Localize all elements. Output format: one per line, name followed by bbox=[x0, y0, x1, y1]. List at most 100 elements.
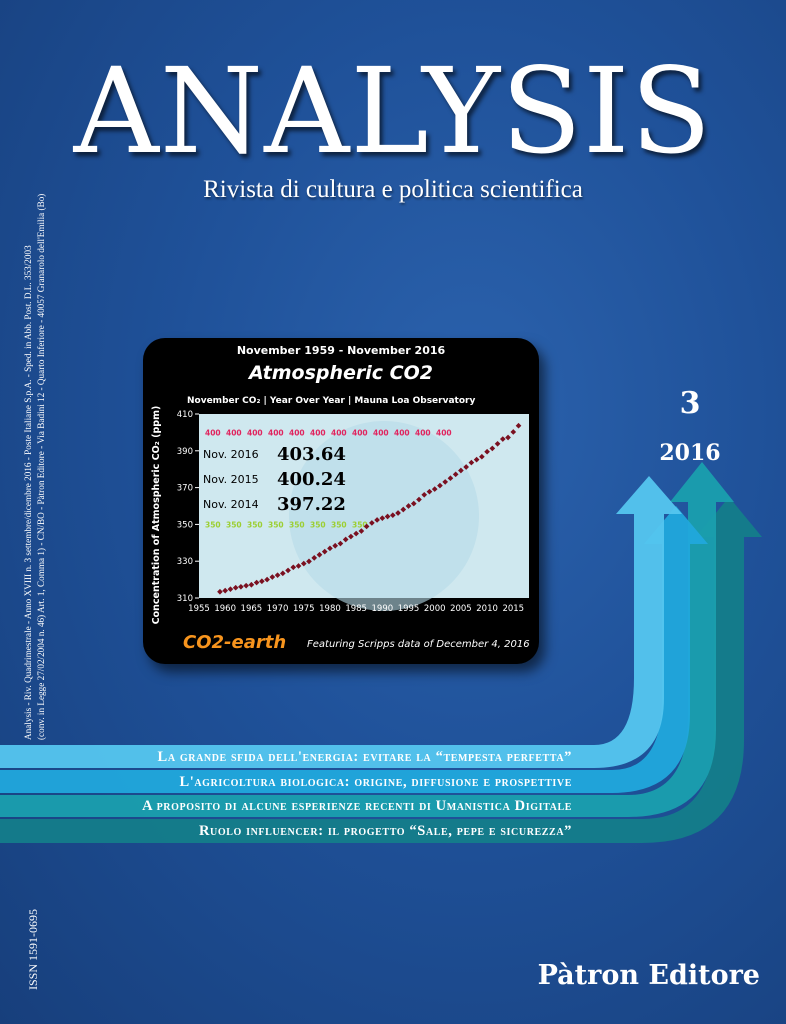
headline-2[interactable]: L'agricoltura biologica: origine, diffus… bbox=[179, 774, 572, 790]
data-point bbox=[353, 530, 359, 537]
x-tick-label: 1955 bbox=[188, 604, 210, 614]
data-point bbox=[515, 422, 522, 429]
chart-subtitle: November CO₂ | Year Over Year | Mauna Lo… bbox=[187, 396, 476, 406]
data-point bbox=[332, 542, 339, 549]
data-point bbox=[227, 586, 234, 592]
data-point bbox=[337, 540, 344, 547]
data-point bbox=[410, 500, 417, 507]
data-point bbox=[389, 512, 396, 519]
chart-y-axis-label: Concentration of Atmospheric CO₂ (ppm) bbox=[151, 405, 162, 625]
issue-year: 2016 bbox=[659, 440, 721, 466]
data-point bbox=[484, 448, 490, 455]
reading-value: 397.22 bbox=[277, 494, 346, 515]
data-point bbox=[238, 583, 244, 590]
data-point bbox=[285, 567, 291, 574]
data-point bbox=[379, 515, 386, 521]
co2-chart-plot: 310 330 350 370 390 410 1955 1960 1965 1970 1975 19… bbox=[177, 410, 529, 614]
x-tick-label: 2015 bbox=[502, 604, 524, 614]
data-point bbox=[442, 479, 449, 485]
reference-line-label: 400 bbox=[415, 428, 431, 437]
reading-value: 400.24 bbox=[277, 469, 346, 490]
data-point bbox=[458, 467, 464, 474]
reference-line-label: 400 bbox=[331, 428, 347, 437]
data-point bbox=[479, 453, 485, 460]
data-point bbox=[274, 572, 281, 579]
data-point bbox=[384, 513, 391, 520]
reference-line-label: 350 bbox=[289, 520, 305, 529]
data-point bbox=[405, 503, 412, 509]
data-point bbox=[321, 548, 328, 555]
y-tick-label: 410 bbox=[177, 410, 193, 420]
x-tick-label: 1985 bbox=[345, 604, 367, 614]
y-tick-label: 390 bbox=[177, 447, 193, 457]
data-point bbox=[400, 506, 407, 513]
data-point bbox=[395, 510, 401, 516]
co2-chart-panel: 310 330 350 370 390 410 1955 1960 1965 1970 1975 19… bbox=[143, 338, 539, 664]
reference-line-label: 350 bbox=[247, 520, 263, 529]
chart-supertitle: November 1959 - November 2016 bbox=[236, 344, 446, 357]
data-point bbox=[306, 558, 312, 565]
data-point bbox=[421, 491, 428, 498]
chart-footer: Featuring Scripps data of December 4, 20… bbox=[307, 639, 530, 650]
data-point bbox=[473, 456, 480, 463]
chart-title: Atmospheric CO2 bbox=[249, 362, 433, 384]
arrow-ribbon-2 bbox=[0, 506, 708, 793]
reference-line-label: 350 bbox=[205, 520, 221, 529]
reference-line-label: 400 bbox=[205, 428, 221, 437]
reference-line-label: 400 bbox=[289, 428, 305, 437]
reference-line-label: 350 bbox=[268, 520, 284, 529]
x-tick-label: 1980 bbox=[319, 604, 341, 614]
reading-label: Nov. 2014 bbox=[203, 498, 259, 511]
data-point bbox=[327, 545, 333, 552]
headline-1[interactable]: La grande sfida dell'energia: evitare la… bbox=[157, 749, 572, 765]
y-tick-label: 370 bbox=[177, 484, 193, 494]
data-point bbox=[463, 464, 469, 470]
reference-line-label: 400 bbox=[394, 428, 410, 437]
publisher-name: Pàtron Editore bbox=[537, 960, 760, 991]
x-tick-label: 1960 bbox=[214, 604, 236, 614]
masthead-subtitle: Rivista di cultura e politica scientific… bbox=[203, 176, 583, 203]
reference-line-label: 350 bbox=[310, 520, 326, 529]
globe-watermark bbox=[289, 421, 479, 611]
data-point bbox=[342, 536, 349, 543]
data-point bbox=[437, 482, 443, 489]
data-point bbox=[311, 555, 318, 561]
data-point bbox=[447, 475, 454, 482]
reference-line-label: 400 bbox=[268, 428, 284, 437]
masthead-title: ANALYSIS bbox=[73, 42, 713, 180]
y-tick-label: 330 bbox=[177, 557, 193, 567]
reference-line-label: 400 bbox=[226, 428, 242, 437]
reading-label: Nov. 2015 bbox=[203, 473, 259, 486]
x-tick-label: 1990 bbox=[372, 604, 394, 614]
headline-3[interactable]: A proposito di alcune esperienze recenti… bbox=[142, 798, 572, 814]
reference-line-label: 400 bbox=[352, 428, 368, 437]
reference-line-label: 400 bbox=[373, 428, 389, 437]
x-tick-label: 2005 bbox=[450, 604, 472, 614]
x-tick-label: 1995 bbox=[398, 604, 420, 614]
reference-line-label: 400 bbox=[247, 428, 263, 437]
x-tick-label: 1970 bbox=[267, 604, 289, 614]
data-point bbox=[253, 579, 260, 586]
x-tick-label: 2000 bbox=[424, 604, 446, 614]
data-point bbox=[279, 570, 286, 577]
y-tick-label: 350 bbox=[177, 520, 193, 530]
data-point bbox=[494, 440, 501, 447]
data-point bbox=[499, 436, 506, 442]
x-tick-label: 1975 bbox=[293, 604, 315, 614]
data-point bbox=[452, 471, 459, 478]
data-point bbox=[348, 533, 354, 540]
data-point bbox=[431, 486, 438, 492]
reading-value: 403.64 bbox=[277, 444, 346, 465]
reference-line-label: 350 bbox=[352, 520, 368, 529]
reference-line-label: 350 bbox=[226, 520, 242, 529]
data-point bbox=[505, 434, 511, 441]
issue-number: 3 bbox=[679, 386, 701, 421]
data-point bbox=[243, 582, 249, 589]
data-point bbox=[416, 496, 422, 503]
reference-line-label: 400 bbox=[310, 428, 326, 437]
y-tick-label: 310 bbox=[177, 594, 193, 604]
headline-4[interactable]: Ruolo influencer: il progetto “Sale, pep… bbox=[198, 823, 572, 839]
arrow-ribbon-4 bbox=[0, 497, 762, 843]
